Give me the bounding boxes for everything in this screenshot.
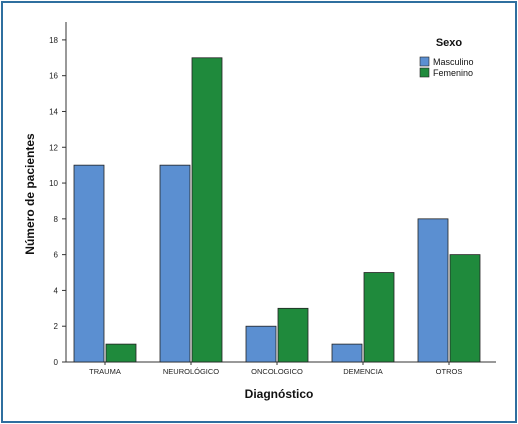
bar-femenino-trauma: [105, 343, 137, 363]
y-tick-label: 12: [49, 143, 58, 152]
tick-labels: 0 2 4 6 8 10 12 14 16 18 TRAUMA NEUROLÓGICO ONCOLOGI…: [49, 36, 462, 376]
bar-femenino-neurológico: [191, 57, 223, 363]
y-tick-label: 14: [49, 107, 58, 116]
x-tick-label: TRAUMA: [89, 367, 121, 376]
x-tick-label: ONCOLOGICO: [251, 367, 303, 376]
bar-masculino-otros: [417, 218, 449, 363]
y-axis-title: Número de pacientes: [23, 133, 37, 255]
legend-label-femenino: Femenino: [433, 68, 473, 78]
bar-masculino-trauma: [73, 164, 105, 363]
y-tick-label: 10: [49, 179, 58, 188]
bar-femenino-oncologico: [277, 307, 309, 363]
y-tick-label: 8: [54, 215, 59, 224]
y-tick-label: 18: [49, 36, 58, 45]
bar-masculino-neurológico: [159, 164, 191, 363]
legend-swatch-masculino: [419, 56, 430, 67]
x-tick-label: DEMENCIA: [343, 367, 383, 376]
y-tick-label: 2: [54, 322, 59, 331]
legend-swatch-femenino: [419, 67, 430, 78]
legend-label-masculino: Masculino: [433, 57, 474, 67]
bar-masculino-oncologico: [245, 325, 277, 363]
bar-femenino-otros: [449, 254, 481, 363]
legend-title: Sexo: [436, 37, 463, 49]
y-tick-label: 6: [54, 251, 59, 260]
x-tick-label: NEUROLÓGICO: [163, 367, 219, 376]
x-axis-title: Diagnóstico: [245, 387, 314, 401]
x-tick-label: OTROS: [436, 367, 463, 376]
bars: [73, 57, 481, 363]
y-tick-label: 4: [54, 286, 59, 295]
bar-masculino-demencia: [331, 343, 363, 363]
y-tick-label: 0: [54, 358, 59, 367]
bar-femenino-demencia: [363, 272, 395, 363]
y-tick-label: 16: [49, 72, 58, 81]
